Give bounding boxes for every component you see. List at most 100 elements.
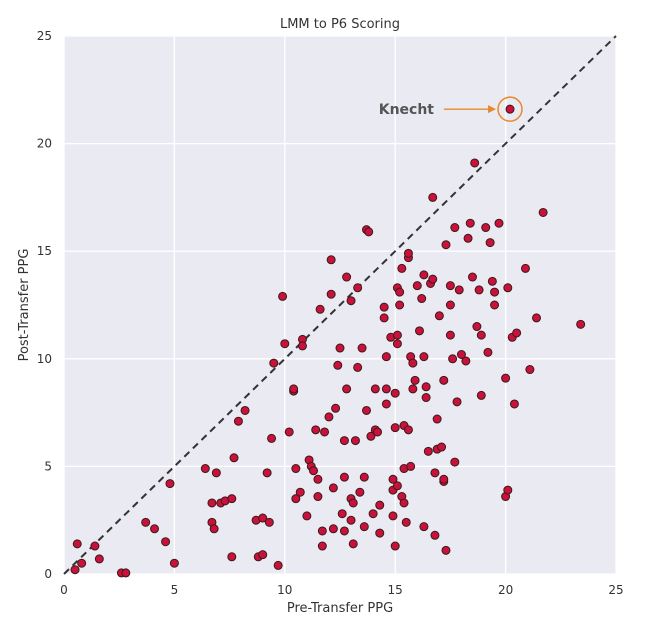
data-point-126 [419,352,429,362]
data-point-38 [291,494,301,504]
data-point-123 [414,326,424,336]
data-point-8 [150,524,160,534]
data-point-107 [395,300,405,310]
data-point-79 [359,522,369,532]
y-tick-label-2: 10 [37,352,52,366]
data-point-27 [258,550,268,560]
data-point-19 [227,494,237,504]
data-point-113 [401,517,411,527]
data-point-61 [335,343,345,353]
data-point-15 [209,524,219,534]
y-tick-label-1: 5 [44,459,52,473]
x-tick-label-5: 25 [608,583,623,597]
data-point-139 [437,442,447,452]
data-point-119 [408,358,418,368]
data-point-134 [430,468,440,478]
data-point-161 [476,330,486,340]
data-point-127 [419,522,429,532]
data-point-108 [397,263,407,273]
data-point-30 [267,433,277,443]
data-point-128 [421,382,431,392]
data-point-94 [381,399,391,409]
data-point-11 [169,558,179,568]
data-point-50 [315,304,325,314]
data-point-90 [379,302,389,312]
data-point-57 [328,483,338,493]
data-point-83 [366,431,376,441]
data-point-56 [326,289,336,299]
data-point-130 [423,446,433,456]
data-point-52 [317,541,327,551]
data-point-37 [289,384,299,394]
data-point-40 [295,487,305,497]
y-axis-label: Post-Transfer PPG [17,249,32,362]
data-point-12 [200,464,210,474]
data-point-63 [339,472,349,482]
data-point-100 [390,423,400,433]
data-point-121 [410,375,420,385]
data-point-142 [439,474,449,484]
data-point-4 [94,554,104,564]
data-point-153 [456,349,466,359]
data-point-71 [348,539,358,549]
data-point-115 [403,248,413,258]
data-point-86 [370,384,380,394]
data-point-48 [313,474,323,484]
data-point-118 [406,461,416,471]
data-point-105 [392,330,402,340]
data-point-168 [490,287,500,297]
data-point-16 [211,468,221,478]
data-point-101 [390,388,400,398]
data-point-129 [421,393,431,403]
data-point-88 [375,500,385,510]
data-point-165 [485,238,495,248]
data-point-67 [342,384,352,394]
data-point-26 [258,513,268,523]
data-point-98 [388,511,398,521]
data-point-102 [392,481,402,491]
y-tick-label-3: 15 [37,244,52,258]
data-point-133 [428,274,438,284]
data-point-6 [121,568,131,578]
data-point-180 [532,313,542,323]
data-point-51 [317,526,327,536]
data-point-157 [467,272,477,282]
data-point-162 [476,390,486,400]
data-point-167 [490,300,500,310]
data-point-112 [399,498,409,508]
data-point-1 [72,539,82,549]
grid [63,35,617,575]
data-point-155 [463,233,473,243]
x-tick-label-4: 20 [498,583,513,597]
data-points [70,104,586,578]
data-point-179 [525,365,535,375]
data-point-154 [461,356,471,366]
data-point-178 [520,263,530,273]
data-point-116 [403,425,413,435]
data-point-55 [326,255,336,265]
data-point-0 [70,565,80,575]
data-point-10 [165,479,175,489]
data-point-120 [408,384,418,394]
data-point-89 [375,528,385,538]
data-point-73 [350,436,360,446]
data-point-66 [342,272,352,282]
data-point-143 [441,240,451,250]
x-tick-label-0: 0 [60,583,68,597]
data-point-75 [353,362,363,372]
reference-line-y-equals-x [63,35,617,575]
data-point-92 [381,352,391,362]
data-point-2 [77,558,87,568]
data-point-87 [373,427,383,437]
data-point-164 [483,347,493,357]
data-point-49 [313,492,323,502]
data-point-146 [445,300,455,310]
data-point-106 [395,287,405,297]
data-point-13 [207,498,217,508]
data-point-20 [227,552,237,562]
data-point-72 [348,498,358,508]
data-point-3 [90,541,100,551]
data-point-53 [320,427,330,437]
data-point-31 [269,358,279,368]
data-point-122 [412,281,422,291]
